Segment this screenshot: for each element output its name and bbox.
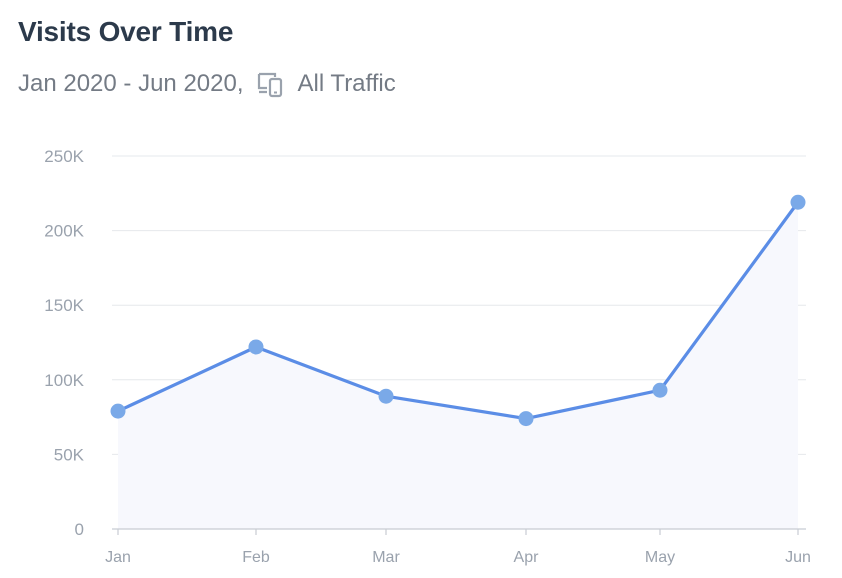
date-range-label: Jan 2020 - Jun 2020, (18, 70, 244, 97)
x-tick-label: Mar (372, 549, 400, 566)
series-line (116, 200, 800, 421)
x-tick-label: Apr (514, 549, 540, 566)
line-layer (116, 200, 800, 421)
chart-subtitle: Jan 2020 - Jun 2020, All Traffic (18, 68, 396, 100)
data-point-feb (248, 339, 264, 355)
series-area (118, 202, 798, 529)
data-points (110, 194, 806, 427)
x-tick-label: May (645, 549, 675, 566)
y-tick-label: 50K (54, 445, 85, 464)
data-point-jan (110, 403, 126, 419)
y-axis-ticks: 0 50K 100K 150K 200K 250K (44, 147, 84, 539)
y-tick-label: 0 (75, 520, 84, 539)
area-layer (118, 202, 798, 529)
data-point-jun (790, 194, 806, 210)
x-tick-label: Jan (105, 549, 131, 566)
data-point-may (652, 382, 668, 398)
devices-icon (256, 68, 288, 100)
y-tick-label: 100K (44, 371, 84, 390)
x-axis-ticks: Jan Feb Mar Apr May Jun (105, 529, 811, 566)
y-tick-label: 150K (44, 296, 84, 315)
chart-title: Visits Over Time (18, 16, 234, 47)
x-tick-label: Jun (785, 549, 811, 566)
data-point-apr (518, 411, 534, 427)
y-tick-label: 200K (44, 222, 84, 241)
y-tick-label: 250K (44, 147, 84, 166)
traffic-filter-label: All Traffic (297, 70, 396, 97)
x-tick-label: Feb (242, 549, 270, 566)
data-point-mar (378, 388, 394, 404)
